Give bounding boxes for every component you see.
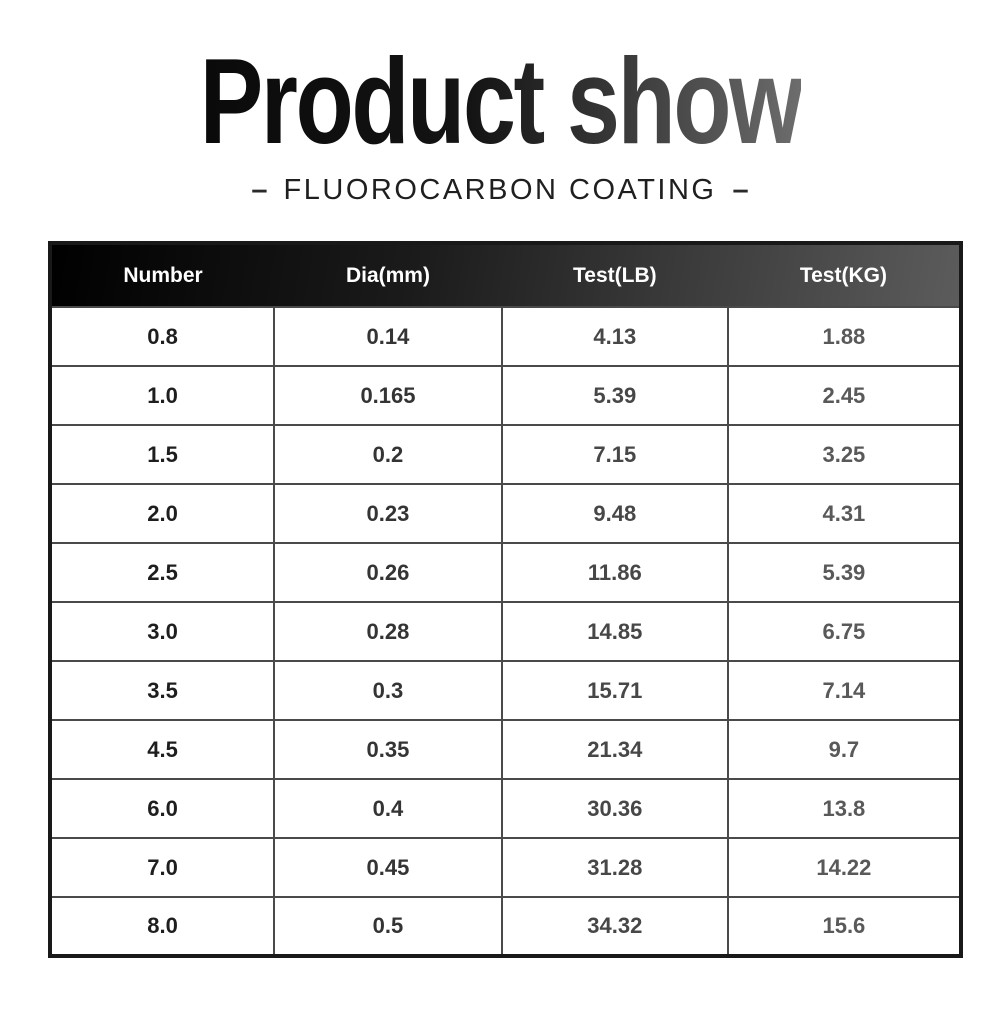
table-cell: 0.8: [48, 306, 276, 367]
table-row: 3.0 0.28 14.85 6.75: [48, 601, 963, 662]
table-row: 4.5 0.35 21.34 9.7: [48, 719, 963, 780]
subtitle: – FLUOROCARBON COATING –: [0, 174, 1000, 207]
table-cell: 6.75: [726, 601, 963, 662]
table-cell: 3.0: [48, 601, 276, 662]
table-cell: 0.26: [273, 542, 503, 603]
table-cell: 8.0: [48, 896, 276, 957]
table-cell: 0.3: [273, 660, 503, 721]
table-row: 0.8 0.14 4.13 1.88: [48, 306, 963, 367]
table-cell: 0.165: [273, 365, 503, 426]
column-header-test-kg: Test(KG): [799, 263, 887, 287]
table-cell: 14.85: [500, 601, 729, 662]
table-row: 1.5 0.2 7.15 3.25: [48, 424, 963, 485]
table-cell: 14.22: [726, 837, 963, 898]
table-cell: 7.0: [48, 837, 276, 898]
table-cell: 15.6: [726, 896, 963, 957]
table-cell: 3.25: [726, 424, 963, 485]
table-row: 7.0 0.45 31.28 14.22: [48, 837, 963, 898]
table-cell: 0.45: [273, 837, 503, 898]
page-title: Product show: [199, 33, 802, 169]
table-header: Number Dia(mm) Test(LB) Test(KG): [50, 243, 961, 307]
table-row: 2.0 0.23 9.48 4.31: [48, 483, 963, 544]
table-cell: 4.13: [500, 306, 729, 367]
table-cell: 4.31: [726, 483, 963, 544]
table-cell: 5.39: [726, 542, 963, 603]
table-cell: 0.2: [273, 424, 503, 485]
column-header-dia-mm: Dia(mm): [345, 263, 430, 287]
table-header-row: Number Dia(mm) Test(LB) Test(KG): [50, 243, 961, 307]
table-cell: 2.5: [48, 542, 276, 603]
subtitle-dash-left: –: [251, 174, 268, 206]
table-cell: 6.0: [48, 778, 276, 839]
table-cell: 4.5: [48, 719, 276, 780]
table-cell: 1.88: [726, 306, 963, 367]
table-cell: 0.4: [273, 778, 503, 839]
table-cell: 0.5: [273, 896, 503, 957]
table-cell: 2.45: [726, 365, 963, 426]
table-cell: 0.35: [273, 719, 503, 780]
table-cell: 9.7: [726, 719, 963, 780]
table-cell: 7.15: [500, 424, 729, 485]
table-cell: 30.36: [500, 778, 729, 839]
table-cell: 0.14: [273, 306, 503, 367]
table-cell: 7.14: [726, 660, 963, 721]
table-cell: 15.71: [500, 660, 729, 721]
subtitle-dash-right: –: [732, 174, 749, 206]
table-cell: 21.34: [500, 719, 729, 780]
table-body: 0.8 0.14 4.13 1.88 1.0 0.165 5.39 2.45 1.5 0.2 7.1…: [48, 306, 963, 957]
spec-table: Number Dia(mm) Test(LB) Test(KG) 0.8 0.14…: [48, 241, 963, 958]
table-cell: 34.32: [500, 896, 729, 957]
subtitle-text: FLUOROCARBON COATING: [283, 174, 717, 206]
table-cell: 3.5: [48, 660, 276, 721]
table-cell: 31.28: [500, 837, 729, 898]
table-row: 6.0 0.4 30.36 13.8: [48, 778, 963, 839]
table-cell: 1.0: [48, 365, 276, 426]
column-header-number: Number: [123, 263, 203, 287]
table-cell: 0.28: [273, 601, 503, 662]
table-cell: 11.86: [500, 542, 729, 603]
table-cell: 1.5: [48, 424, 276, 485]
table-row: 3.5 0.3 15.71 7.14: [48, 660, 963, 721]
table-row: 8.0 0.5 34.32 15.6: [48, 896, 963, 957]
table-cell: 13.8: [726, 778, 963, 839]
table-cell: 0.23: [273, 483, 503, 544]
table-cell: 2.0: [48, 483, 276, 544]
table-row: 1.0 0.165 5.39 2.45: [48, 365, 963, 426]
table-cell: 5.39: [500, 365, 729, 426]
column-header-test-lb: Test(LB): [573, 263, 657, 287]
table-cell: 9.48: [500, 483, 729, 544]
table-row: 2.5 0.26 11.86 5.39: [48, 542, 963, 603]
hero-section: Product show – FLUOROCARBON COATING –: [0, 0, 1000, 207]
